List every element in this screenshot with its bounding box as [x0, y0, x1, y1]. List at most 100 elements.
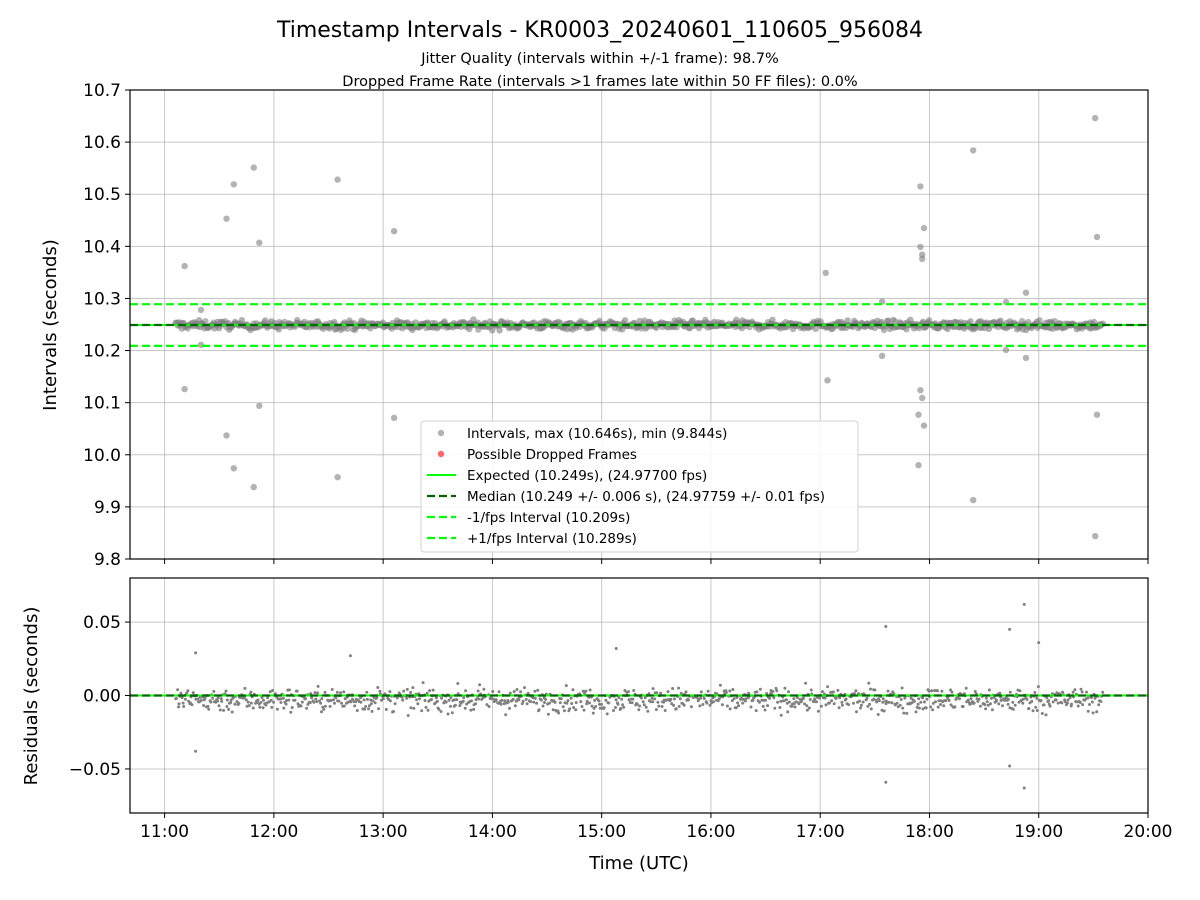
- residual-point: [405, 696, 409, 700]
- residual-point: [958, 697, 961, 701]
- residual-point: [322, 707, 326, 711]
- interval-outlier: [1093, 233, 1101, 241]
- interval-outlier: [920, 224, 928, 232]
- residual-point: [316, 684, 320, 688]
- residual-point: [481, 696, 485, 700]
- interval-outlier: [822, 269, 829, 277]
- residual-point: [969, 697, 973, 701]
- residual-point: [749, 705, 753, 709]
- residual-point: [557, 711, 561, 715]
- residual-point: [282, 706, 286, 710]
- residual-point: [730, 699, 734, 703]
- residual-point: [247, 704, 251, 708]
- residual-point: [840, 700, 844, 704]
- residual-point: [651, 700, 655, 704]
- residual-point: [444, 700, 448, 704]
- residual-point: [324, 704, 327, 708]
- residual-point: [764, 698, 767, 702]
- figure-subtitle-jitter: Jitter Quality (intervals within +/-1 fr…: [420, 51, 779, 67]
- residual-point: [869, 707, 873, 711]
- interval-outlier: [181, 385, 188, 393]
- residual-point: [861, 700, 865, 704]
- x-tick-label: 15:00: [577, 822, 626, 842]
- residual-point: [506, 700, 510, 704]
- residual-point: [472, 707, 476, 711]
- residual-point: [931, 701, 935, 705]
- residual-point: [269, 698, 273, 702]
- residual-point: [855, 710, 858, 714]
- residual-point: [828, 701, 832, 705]
- legend-label-intervals: Intervals, max (10.646s), min (9.844s): [467, 426, 727, 442]
- y-tick-label: 10.7: [83, 81, 121, 101]
- residual-point: [531, 696, 535, 700]
- residual-point: [793, 705, 797, 709]
- residual-point: [873, 688, 877, 692]
- residual-point: [485, 703, 489, 707]
- residual-point: [285, 699, 288, 702]
- residual-outlier: [194, 651, 198, 655]
- residual-point: [859, 706, 862, 710]
- interval-outlier: [917, 183, 924, 190]
- residual-outlier: [1037, 641, 1041, 645]
- residual-point: [367, 704, 371, 708]
- residual-point: [725, 704, 729, 708]
- residual-point: [705, 701, 709, 705]
- residual-point: [803, 702, 807, 706]
- residual-point: [533, 696, 537, 700]
- residual-point: [832, 702, 836, 706]
- residual-point: [807, 706, 811, 710]
- residual-point: [642, 703, 646, 707]
- residual-point: [632, 689, 636, 692]
- residual-point: [1095, 710, 1099, 714]
- residual-point: [323, 690, 327, 694]
- residual-point: [237, 702, 241, 705]
- residual-point: [174, 696, 178, 700]
- residual-point: [418, 697, 422, 701]
- residual-point: [423, 699, 427, 702]
- residual-point: [590, 704, 594, 708]
- residual-point: [731, 688, 735, 691]
- residual-point: [869, 687, 872, 691]
- residual-point: [177, 705, 180, 709]
- residual-point: [574, 708, 578, 712]
- residual-point: [925, 697, 929, 701]
- residual-point: [746, 696, 750, 700]
- residual-point: [393, 702, 397, 706]
- residual-point: [1040, 712, 1044, 715]
- residual-point: [339, 691, 342, 695]
- residual-point: [630, 701, 634, 705]
- residual-point: [830, 699, 834, 703]
- residual-point: [469, 708, 473, 712]
- residual-point: [251, 706, 255, 710]
- interval-outlier: [1092, 114, 1099, 122]
- residual-point: [641, 700, 645, 704]
- residual-point: [335, 690, 339, 694]
- residual-point: [260, 696, 264, 700]
- residual-point: [176, 688, 180, 692]
- residual-point: [737, 704, 741, 708]
- residual-point: [1051, 700, 1055, 704]
- residual-point: [439, 710, 443, 713]
- residual-point: [929, 705, 933, 709]
- residual-point: [512, 690, 516, 693]
- residual-point: [916, 702, 920, 706]
- residual-point: [220, 699, 224, 703]
- residual-point: [440, 696, 444, 700]
- residual-point: [321, 705, 325, 709]
- interval-outlier: [915, 411, 922, 418]
- residual-point: [320, 710, 323, 714]
- residual-point: [605, 712, 609, 716]
- interval-outlier: [230, 181, 237, 188]
- residual-point: [973, 690, 977, 693]
- residual-point: [513, 704, 517, 708]
- interval-outlier: [915, 462, 922, 469]
- residual-point: [367, 707, 370, 711]
- residual-point: [717, 697, 721, 701]
- residual-point: [653, 697, 657, 701]
- residual-point: [620, 697, 624, 701]
- residual-point: [755, 690, 759, 694]
- residual-point: [478, 683, 482, 687]
- interval-point: [275, 326, 282, 333]
- residual-point: [646, 709, 650, 713]
- residual-point: [1034, 705, 1038, 709]
